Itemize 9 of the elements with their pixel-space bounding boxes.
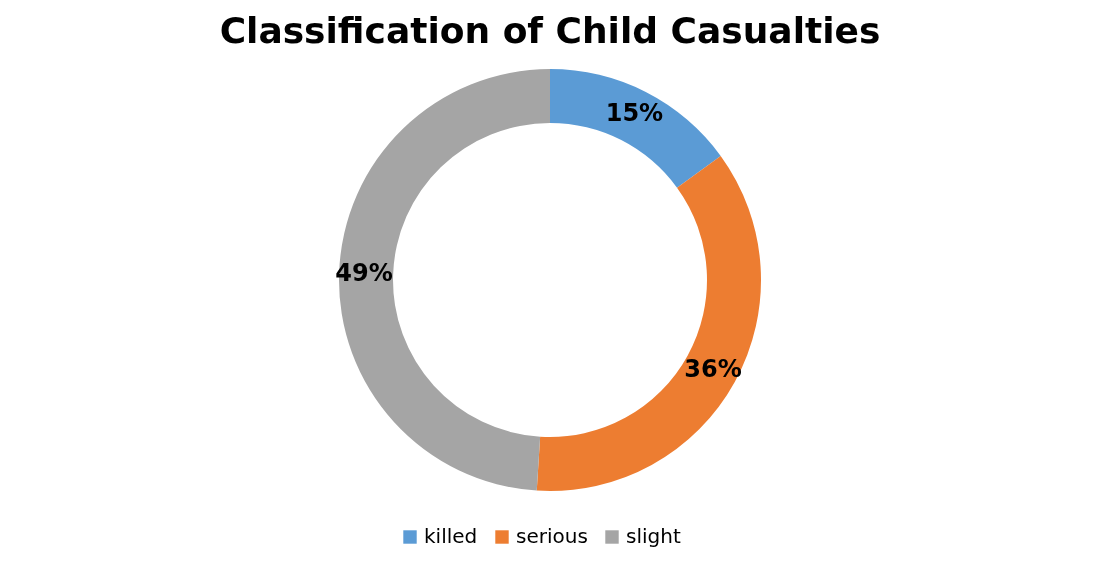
donut-slice <box>536 155 761 491</box>
data-label: 15% <box>605 99 664 128</box>
chart-title: Classification of Child Casualties <box>219 10 881 51</box>
legend-label: killed <box>424 524 478 548</box>
data-label: 49% <box>335 259 393 288</box>
legend-label: serious <box>516 524 588 548</box>
donut-slice <box>550 69 721 188</box>
data-label: 36% <box>684 354 742 383</box>
legend-label: slight <box>626 524 681 548</box>
